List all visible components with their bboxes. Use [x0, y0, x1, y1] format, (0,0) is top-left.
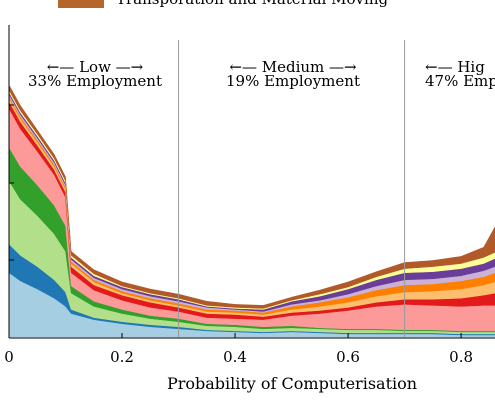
x-tick-label-1: 0.2	[110, 348, 134, 366]
legend-label-transportation: Transporation and Material Moving	[116, 0, 388, 8]
region-low-employment: 33% Employment	[28, 72, 162, 90]
area-series-11	[8, 84, 495, 309]
x-ticks: 0 0.2 0.4 0.6 0.8	[4, 333, 473, 366]
region-high-label: ←— Hig	[425, 58, 485, 76]
legend: Transporation and Material Moving	[58, 0, 388, 8]
region-medium-label: ←— Medium —→	[229, 58, 357, 76]
region-low-label: ←— Low —→	[47, 58, 144, 76]
legend-swatch-transportation	[58, 0, 104, 8]
region-medium-employment: 19% Employment	[226, 72, 360, 90]
stacked-areas	[8, 84, 495, 338]
region-high-employment: 47% Emp	[425, 72, 495, 90]
x-tick-label-2: 0.4	[223, 348, 247, 366]
y-ticks	[9, 104, 14, 261]
x-axis-label: Probability of Computerisation	[167, 374, 417, 393]
x-tick-label-3: 0.6	[336, 348, 360, 366]
x-tick-label-0: 0	[4, 348, 14, 366]
x-tick-label-4: 0.8	[449, 348, 473, 366]
